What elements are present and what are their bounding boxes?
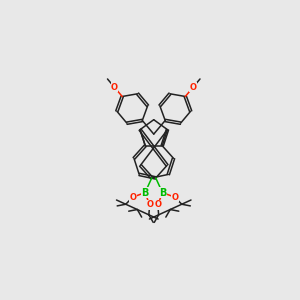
Text: O: O <box>111 83 118 92</box>
Text: O: O <box>129 193 136 202</box>
Text: O: O <box>146 200 153 209</box>
Text: B: B <box>141 188 149 198</box>
Text: O: O <box>189 83 197 92</box>
Text: O: O <box>171 193 178 202</box>
Text: B: B <box>159 188 166 198</box>
Text: O: O <box>154 200 161 209</box>
